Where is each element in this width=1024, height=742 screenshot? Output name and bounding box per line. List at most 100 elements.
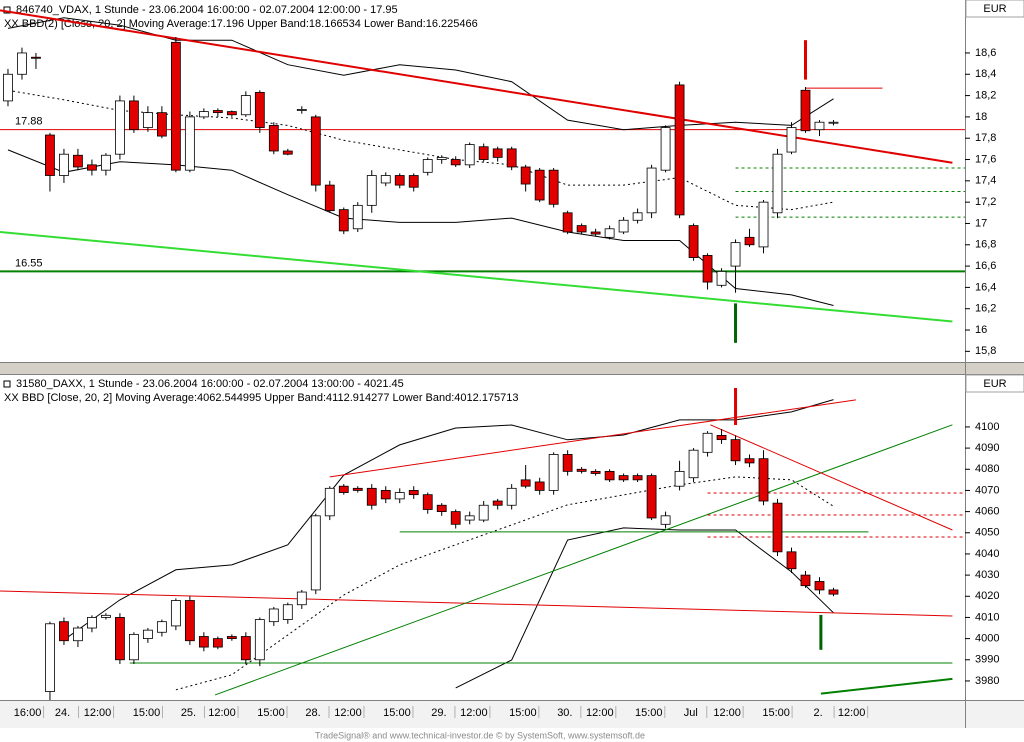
panel-icon xyxy=(3,380,11,388)
candle-body xyxy=(87,164,97,171)
candle-body xyxy=(674,84,685,216)
candle-body xyxy=(520,479,531,487)
candle-body xyxy=(380,490,391,500)
unit-box xyxy=(965,374,1024,393)
candle-body xyxy=(492,148,503,158)
candle-body xyxy=(674,470,685,487)
candle-body xyxy=(772,153,783,214)
panel-separator xyxy=(0,362,1024,375)
unit-box xyxy=(965,0,1024,18)
y-tick-label: 4020 xyxy=(975,590,999,602)
candle-body xyxy=(3,73,13,102)
candle-body xyxy=(101,614,111,618)
candle-body xyxy=(87,617,97,629)
candle-body xyxy=(562,454,573,472)
candle-body xyxy=(828,121,839,124)
candle-body xyxy=(534,481,545,491)
trend-line xyxy=(214,424,953,696)
candle-body xyxy=(296,109,307,111)
band-middle xyxy=(175,476,834,691)
x-tick-label: 12:00 xyxy=(586,707,614,719)
x-tick-label: 15:00 xyxy=(257,707,285,719)
y-tick-label: 17 xyxy=(975,217,987,229)
y-tick-label: 4070 xyxy=(975,484,999,496)
y-tick-label: 16 xyxy=(975,324,987,336)
candle-body xyxy=(170,600,181,627)
candle-body xyxy=(702,432,713,453)
candle-body xyxy=(59,153,69,176)
candle-body xyxy=(59,621,69,642)
candle-body xyxy=(576,468,587,472)
candle-body xyxy=(198,111,209,118)
candle-body xyxy=(660,515,671,525)
y-tick-label: 16,2 xyxy=(975,303,996,315)
candle-body xyxy=(492,500,503,506)
candle-body xyxy=(73,154,83,168)
candle-body xyxy=(170,41,181,171)
plot-area xyxy=(0,387,965,700)
candle-body xyxy=(45,623,55,692)
y-tick-label: 18 xyxy=(975,111,987,123)
candle-body xyxy=(828,589,839,595)
candle-body xyxy=(240,95,251,116)
candle-body xyxy=(212,110,223,114)
x-tick-label: 12:00 xyxy=(208,707,236,719)
y-tick-label: 3980 xyxy=(975,675,999,687)
y-tick-label: 17,4 xyxy=(975,175,996,187)
trend-line xyxy=(329,399,856,478)
candle-body xyxy=(296,591,307,606)
candle-body xyxy=(142,629,153,640)
candle-body xyxy=(394,175,405,186)
x-tick-label: 15:00 xyxy=(133,707,161,719)
candle-body xyxy=(352,204,363,230)
candle-body xyxy=(604,228,615,238)
indicator-info: XX BBD(2) [Close, 20, 2] Moving Average:… xyxy=(4,18,478,30)
candle-body xyxy=(366,487,377,506)
unit-label: EUR xyxy=(983,3,1006,15)
candle-body xyxy=(156,112,167,137)
candle-body xyxy=(408,490,419,496)
candle-body xyxy=(115,100,125,155)
candle-body xyxy=(142,112,153,128)
candle-body xyxy=(254,619,265,661)
candle-body xyxy=(324,184,335,212)
candle-body xyxy=(450,511,461,525)
candle-body xyxy=(520,166,531,185)
candle-body xyxy=(548,169,559,205)
panel-title: 31580_DAXX, 1 Stunde - 23.06.2004 16:00:… xyxy=(16,378,404,390)
x-tick-label: Jul xyxy=(684,707,698,719)
x-tick-label: 2. xyxy=(813,707,822,719)
candle-body xyxy=(716,434,727,441)
x-tick-label: 30. xyxy=(557,707,572,719)
x-tick-label: 29. xyxy=(431,707,446,719)
y-tick-label: 18,4 xyxy=(975,68,996,80)
candle-body xyxy=(618,475,629,481)
y-tick-label: 4090 xyxy=(975,442,999,454)
candle-body xyxy=(394,492,405,500)
candle-body xyxy=(478,504,489,521)
candle-body xyxy=(338,485,349,493)
plots: 17.88 16.55 xyxy=(0,9,965,700)
candle-body xyxy=(646,167,657,214)
candle-body xyxy=(786,551,797,570)
y-tick-label: 4050 xyxy=(975,527,999,539)
candle-body xyxy=(744,236,755,246)
candle-body xyxy=(366,175,377,206)
candle-body xyxy=(156,621,167,633)
y-tick-label: 16,8 xyxy=(975,239,996,251)
candle-body xyxy=(184,600,195,642)
candle-body xyxy=(422,494,433,510)
unit-label: EUR xyxy=(983,378,1006,390)
candle-body xyxy=(534,169,545,201)
candle-body xyxy=(240,636,251,661)
y-tick-label: 4040 xyxy=(975,548,999,560)
trend-line xyxy=(0,230,953,323)
x-tick-label: 12:00 xyxy=(334,707,362,719)
y-tick-label: 15,8 xyxy=(975,345,996,357)
candle-body xyxy=(45,134,55,176)
x-tick-label: 12:00 xyxy=(838,707,866,719)
y-tick-label: 4080 xyxy=(975,463,999,475)
candle-body xyxy=(786,127,797,153)
candle-body xyxy=(338,209,349,232)
level-label: 17.88 xyxy=(15,116,43,128)
